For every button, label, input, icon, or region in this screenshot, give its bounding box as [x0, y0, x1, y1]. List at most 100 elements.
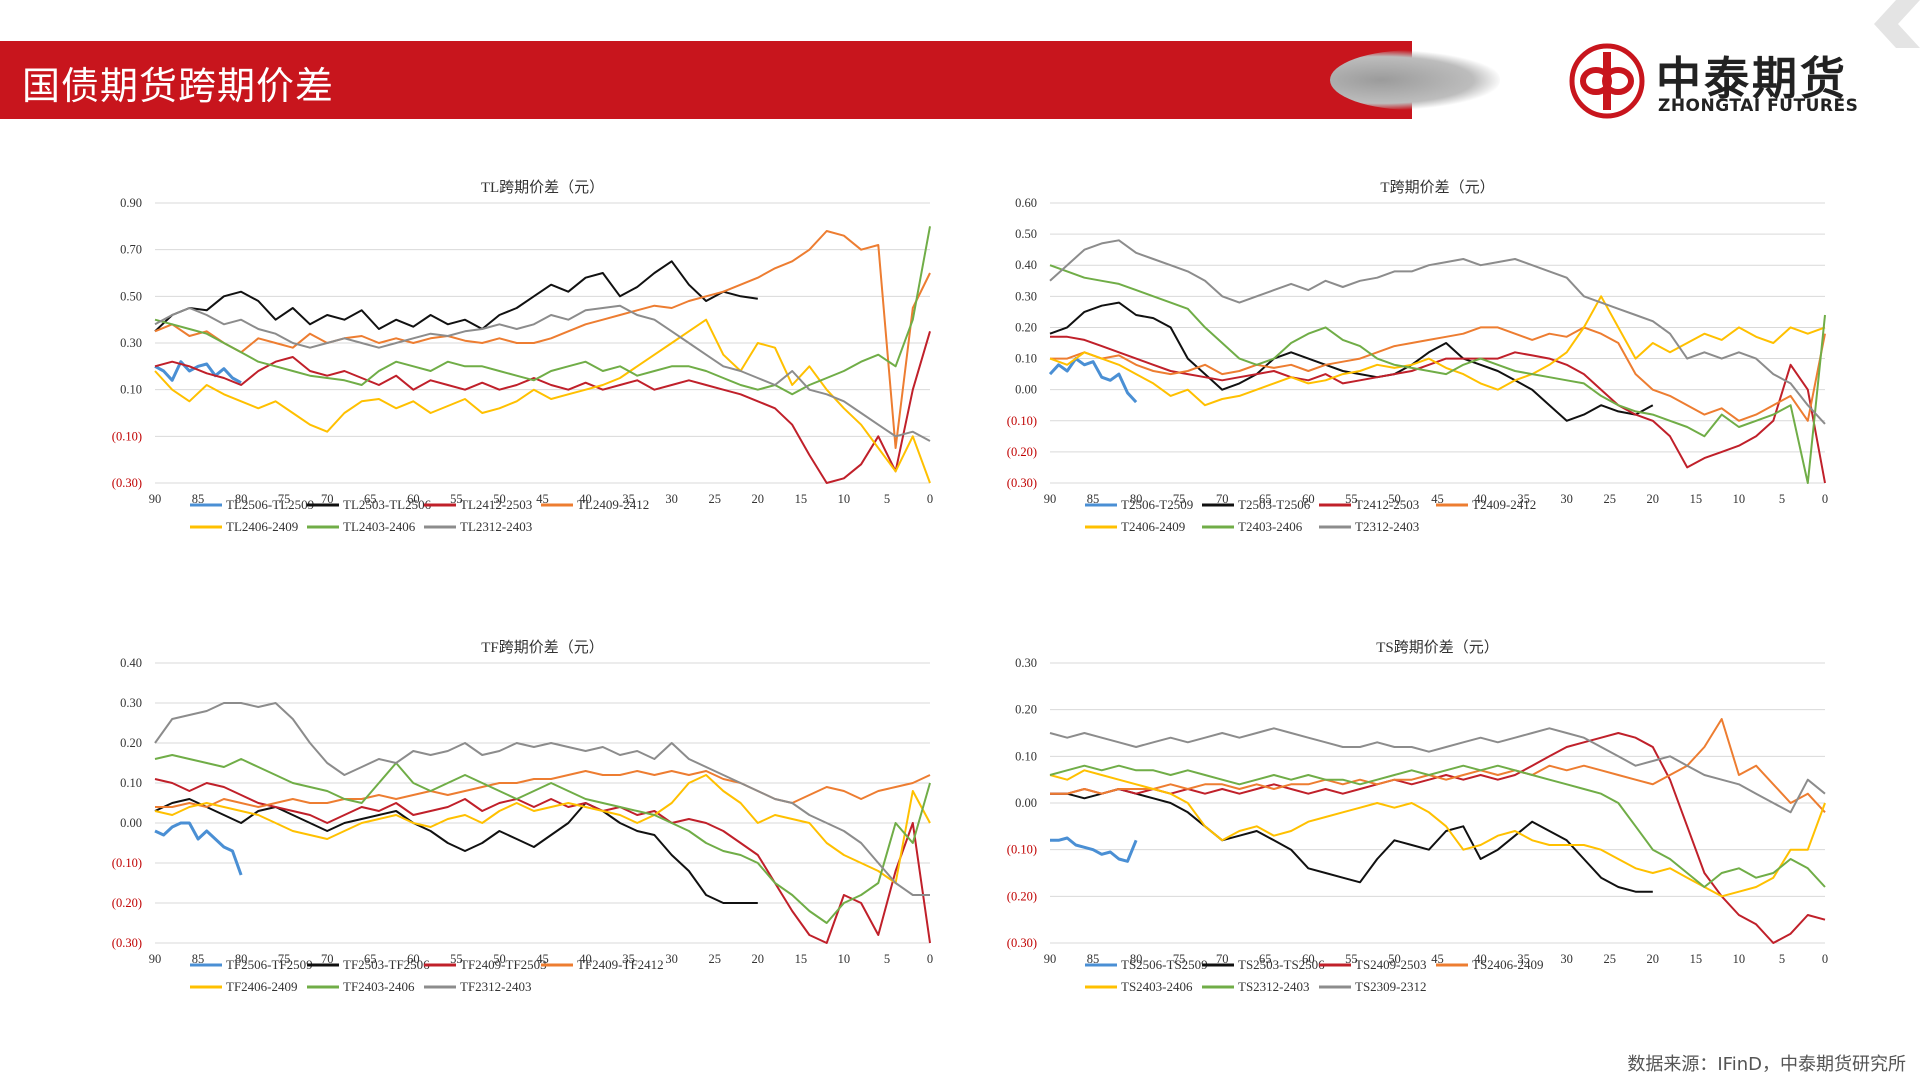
series-line-t2503-t2506 — [1049, 301, 1654, 422]
logo-mark-icon — [1569, 43, 1645, 119]
legend-label: TL2412-2503 — [460, 497, 532, 512]
logo-name-cn: 中泰期货 — [1656, 52, 1849, 105]
x-tick-label: 80 — [1130, 952, 1143, 966]
x-tick-label: 50 — [1388, 952, 1401, 966]
x-tick-label: 15 — [795, 952, 808, 966]
series-line-ts2312-2403 — [1049, 764, 1826, 888]
x-tick-label: 35 — [1517, 492, 1530, 506]
x-tick-label: 55 — [1345, 952, 1358, 966]
legend-label: TF2503-TF2506 — [343, 957, 430, 972]
y-tick-label: 0.10 — [1015, 749, 1037, 763]
legend-label: TL2406-2409 — [226, 519, 298, 534]
x-tick-label: 50 — [493, 492, 506, 506]
x-tick-label: 65 — [1259, 952, 1272, 966]
chart-ts-spread: TS跨期价差（元） 0.30 0.20 0.10 0.00 (0.10) (0.20) (0.… — [990, 610, 1830, 1030]
series-line-tl2403-2406 — [154, 226, 931, 396]
x-tick-label: 10 — [1733, 492, 1746, 506]
y-tick-label: 0.30 — [1015, 289, 1037, 303]
x-tick-label: 20 — [752, 952, 765, 966]
y-tick-label: 0.20 — [120, 736, 142, 750]
y-tick-label: (0.20) — [1007, 889, 1037, 903]
series-line-ts2403-2406 — [1049, 769, 1826, 898]
series-line-tf2506-tf2509 — [154, 821, 243, 876]
x-tick-label: 85 — [192, 952, 205, 966]
series-line-tf2312-2403 — [154, 702, 930, 896]
y-tick-label: 0.20 — [1015, 320, 1037, 334]
x-tick-label: 25 — [1603, 952, 1616, 966]
x-tick-label: 45 — [1431, 492, 1444, 506]
x-tick-label: 60 — [1302, 492, 1315, 506]
series-line-ts2506-ts2509 — [1050, 836, 1138, 863]
legend-label: TL2409-2412 — [577, 497, 649, 512]
chart-ts-svg: TS跨期价差（元） 0.30 0.20 0.10 0.00 (0.10) (0.20) (0.… — [1007, 639, 1828, 994]
y-tick-label: (0.30) — [112, 936, 142, 950]
y-tick-label: (0.20) — [112, 896, 142, 910]
legend-label: TS2312-2403 — [1238, 979, 1310, 994]
legend-label: TL2312-2403 — [460, 519, 532, 534]
y-tick-label: 0.20 — [1015, 703, 1037, 717]
x-tick-label: 20 — [1647, 492, 1660, 506]
x-tick-label: 55 — [450, 952, 463, 966]
x-tick-label: 15 — [795, 492, 808, 506]
y-tick-label: 0.10 — [120, 383, 142, 397]
x-tick-label: 5 — [1779, 492, 1785, 506]
series-line-ts2503-ts2506 — [1050, 788, 1653, 893]
x-tick-label: 35 — [622, 952, 635, 966]
x-tick-label: 85 — [192, 492, 205, 506]
x-tick-label: 85 — [1087, 952, 1100, 966]
x-tick-label: 55 — [450, 492, 463, 506]
chart-title: TF跨期价差（元） — [481, 639, 604, 656]
y-tick-label: (0.30) — [112, 476, 142, 490]
y-tick-label: 0.30 — [120, 336, 142, 350]
x-tick-label: 65 — [364, 492, 377, 506]
x-tick-label: 75 — [278, 952, 291, 966]
legend-label: TS2403-2406 — [1121, 979, 1193, 994]
y-tick-label: 0.00 — [120, 816, 142, 830]
legend-label: TS2406-2409 — [1472, 957, 1544, 972]
series-line-t2312-2403 — [1049, 239, 1826, 425]
x-tick-label: 70 — [321, 952, 334, 966]
chart-title: TL跨期价差（元） — [481, 179, 604, 196]
legend-label: TS2309-2312 — [1355, 979, 1427, 994]
series-line-ts2309-2312 — [1049, 727, 1826, 814]
x-tick-label: 10 — [838, 492, 851, 506]
x-tick-label: 55 — [1345, 492, 1358, 506]
x-tick-label: 50 — [493, 952, 506, 966]
x-tick-label: 65 — [1259, 492, 1272, 506]
x-tick-label: 60 — [1302, 952, 1315, 966]
legend-label: TL2503-TL2506 — [343, 497, 432, 512]
x-tick-label: 60 — [407, 952, 420, 966]
y-tick-label: 0.40 — [1015, 258, 1037, 272]
legend-label: TL2506-TL2509 — [226, 497, 314, 512]
y-tick-label: 0.10 — [120, 776, 142, 790]
series-line-ts2409-2503 — [1050, 732, 1826, 944]
x-tick-label: 80 — [235, 492, 248, 506]
chart-tf-spread: TF跨期价差（元） 0.40 0.30 0.20 0.10 0.00 (0.10) (0.20… — [95, 610, 935, 1030]
series-line-t2506-t2509 — [1048, 357, 1138, 404]
x-tick-label: 10 — [838, 952, 851, 966]
x-tick-label: 60 — [407, 492, 420, 506]
chart-t-svg: T跨期价差（元） 0.60 0.50 0.40 0.30 0.20 0.10 0.00 (0.1… — [1007, 179, 1828, 534]
series-line-tf2409-tf2503 — [154, 778, 931, 944]
x-tick-label: 20 — [1647, 952, 1660, 966]
x-tick-label: 45 — [1431, 952, 1444, 966]
y-tick-label: (0.30) — [1007, 936, 1037, 950]
series-line-tf2406-2409 — [154, 774, 931, 884]
x-tick-label: 75 — [1173, 492, 1186, 506]
x-tick-label: 40 — [1474, 952, 1487, 966]
legend-label: TF2312-2403 — [460, 979, 532, 994]
x-tick-label: 40 — [579, 952, 592, 966]
series-line-tl2409-2412 — [154, 230, 931, 449]
series-line-tl2312-2403 — [154, 304, 931, 442]
legend-label: T2409-2412 — [1472, 497, 1536, 512]
y-tick-label: 0.30 — [120, 696, 142, 710]
x-tick-label: 30 — [1560, 952, 1573, 966]
series-line-ts2406-2409 — [1050, 718, 1826, 813]
series-line-tl2406-2409 — [154, 318, 931, 484]
page-title: 国债期货跨期价差 — [22, 64, 335, 108]
x-tick-label: 80 — [1130, 492, 1143, 506]
series-line-tf2503-tf2506 — [154, 798, 758, 904]
x-tick-label: 40 — [1474, 492, 1487, 506]
legend-label: TL2403-2406 — [343, 519, 416, 534]
x-tick-label: 75 — [1173, 952, 1186, 966]
